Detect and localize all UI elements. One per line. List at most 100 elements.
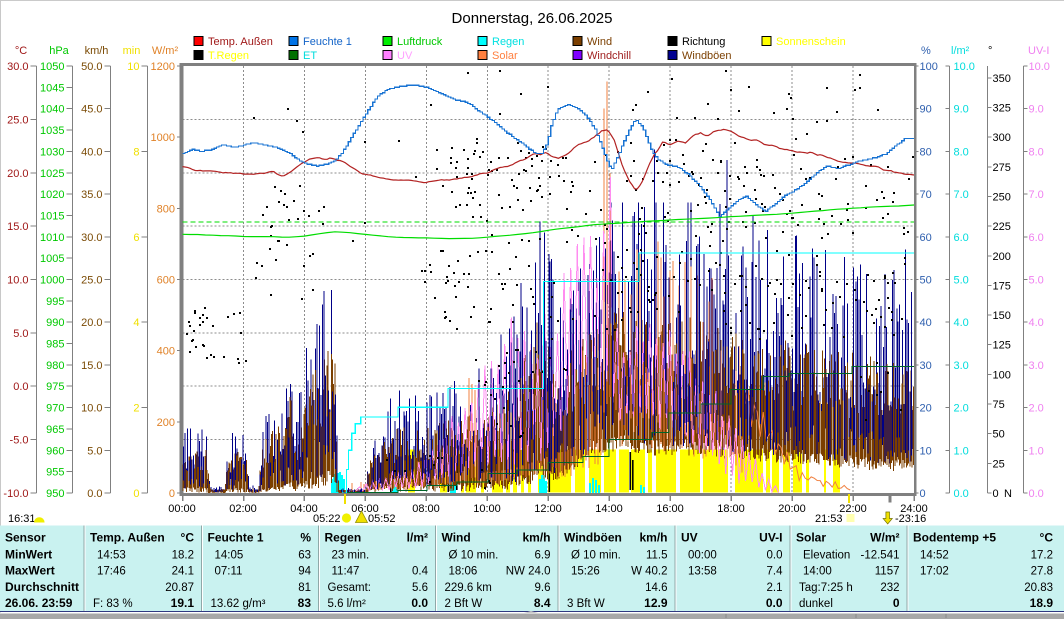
svg-text:-12.541: -12.541 xyxy=(860,550,899,562)
svg-text:960: 960 xyxy=(46,445,64,457)
svg-text:Solar: Solar xyxy=(492,50,518,62)
svg-text:UV: UV xyxy=(681,531,698,545)
svg-text:300: 300 xyxy=(993,132,1011,144)
svg-text:UV: UV xyxy=(397,50,413,62)
svg-text:27.8: 27.8 xyxy=(1031,566,1053,578)
svg-text:1010: 1010 xyxy=(40,232,64,244)
svg-text:km/h: km/h xyxy=(639,531,667,545)
svg-text:02:00: 02:00 xyxy=(229,503,257,515)
svg-text:17.2: 17.2 xyxy=(1031,550,1053,562)
svg-text:275: 275 xyxy=(993,162,1011,174)
svg-text:ET: ET xyxy=(303,50,317,62)
svg-text:Sonnenschein: Sonnenschein xyxy=(776,36,846,48)
svg-text:18.2: 18.2 xyxy=(172,550,194,562)
svg-text:11.5: 11.5 xyxy=(646,550,668,562)
svg-text:3 Bft W: 3 Bft W xyxy=(567,598,605,610)
svg-text:12.9: 12.9 xyxy=(644,596,668,610)
svg-text:800: 800 xyxy=(157,203,175,215)
svg-text:0.0: 0.0 xyxy=(1029,488,1044,500)
svg-text:980: 980 xyxy=(46,360,64,372)
svg-text:1000: 1000 xyxy=(40,275,64,287)
svg-text:1025: 1025 xyxy=(40,168,64,180)
svg-text:Donnerstag, 26.06.2025: Donnerstag, 26.06.2025 xyxy=(452,10,613,27)
svg-text:30.0: 30.0 xyxy=(81,232,102,244)
svg-text:Windchill: Windchill xyxy=(587,50,631,62)
svg-text:1157: 1157 xyxy=(875,566,900,578)
svg-text:995: 995 xyxy=(46,296,64,308)
svg-text:8: 8 xyxy=(133,146,139,158)
svg-text:4.0: 4.0 xyxy=(954,317,969,329)
svg-text:21:53: 21:53 xyxy=(815,513,843,525)
svg-text:km/h: km/h xyxy=(85,45,109,57)
svg-text:Ø 10 min.: Ø 10 min. xyxy=(571,550,621,562)
svg-text:975: 975 xyxy=(46,381,64,393)
svg-text:10: 10 xyxy=(920,445,932,457)
svg-text:45.0: 45.0 xyxy=(81,104,102,116)
svg-text:hPa: hPa xyxy=(49,45,69,57)
svg-text:350: 350 xyxy=(993,73,1011,85)
svg-text:50: 50 xyxy=(993,429,1005,441)
svg-text:Windböen: Windböen xyxy=(682,50,732,62)
svg-text:5.0: 5.0 xyxy=(13,328,28,340)
svg-text:Ø 10 min.: Ø 10 min. xyxy=(449,550,499,562)
svg-text:325: 325 xyxy=(993,103,1011,115)
svg-text:6: 6 xyxy=(133,232,139,244)
svg-text:83: 83 xyxy=(298,596,312,610)
svg-text:955: 955 xyxy=(46,467,64,479)
svg-text:232: 232 xyxy=(880,582,899,594)
svg-text:1030: 1030 xyxy=(40,146,64,158)
svg-text:0: 0 xyxy=(893,596,900,610)
svg-text:0: 0 xyxy=(169,488,175,500)
svg-text:25: 25 xyxy=(993,458,1005,470)
svg-text:10.0: 10.0 xyxy=(81,403,102,415)
svg-text:km/h: km/h xyxy=(522,531,550,545)
svg-text:50.0: 50.0 xyxy=(81,61,102,73)
svg-text:22:00: 22:00 xyxy=(839,503,867,515)
svg-text:Sensor: Sensor xyxy=(5,531,46,545)
svg-text:6.0: 6.0 xyxy=(954,232,969,244)
svg-text:225: 225 xyxy=(993,221,1011,233)
svg-text:24.1: 24.1 xyxy=(172,566,194,578)
svg-text:985: 985 xyxy=(46,339,64,351)
svg-text:80: 80 xyxy=(920,146,932,158)
svg-text:Richtung: Richtung xyxy=(682,36,725,48)
svg-text:Luftdruck: Luftdruck xyxy=(397,36,443,48)
svg-text:F: 83 %: F: 83 % xyxy=(93,598,133,610)
svg-text:18.9: 18.9 xyxy=(1030,596,1054,610)
svg-text:-23:16: -23:16 xyxy=(895,513,926,525)
svg-text:°: ° xyxy=(988,45,992,57)
svg-text:70: 70 xyxy=(920,189,932,201)
svg-text:Gesamt:: Gesamt: xyxy=(328,582,371,594)
svg-text:9.6: 9.6 xyxy=(535,582,551,594)
svg-text:14:53: 14:53 xyxy=(97,550,126,562)
svg-text:200: 200 xyxy=(993,251,1011,263)
svg-text:T.Regen: T.Regen xyxy=(208,50,249,62)
svg-text:1035: 1035 xyxy=(40,125,64,137)
svg-text:14:52: 14:52 xyxy=(920,550,949,562)
svg-text:0.4: 0.4 xyxy=(412,566,429,578)
svg-text:MinWert: MinWert xyxy=(5,548,52,562)
svg-text:°C: °C xyxy=(181,531,195,545)
svg-text:15.0: 15.0 xyxy=(81,360,102,372)
svg-text:%: % xyxy=(921,45,931,57)
svg-text:20.87: 20.87 xyxy=(165,582,194,594)
svg-text:1050: 1050 xyxy=(40,61,64,73)
svg-text:°C: °C xyxy=(1040,531,1054,545)
svg-text:229.6 km: 229.6 km xyxy=(445,582,492,594)
svg-text:Elevation: Elevation xyxy=(803,550,850,562)
svg-text:N: N xyxy=(1004,488,1012,500)
svg-text:-5.0: -5.0 xyxy=(10,435,29,447)
svg-text:Regen: Regen xyxy=(325,531,362,545)
svg-text:25.0: 25.0 xyxy=(7,114,28,126)
svg-text:100: 100 xyxy=(993,369,1011,381)
svg-text:5.6: 5.6 xyxy=(412,582,428,594)
svg-text:5.0: 5.0 xyxy=(1029,275,1044,287)
svg-text:7.4: 7.4 xyxy=(767,566,784,578)
svg-text:l/m²: l/m² xyxy=(951,45,970,57)
svg-text:Wind: Wind xyxy=(442,531,471,545)
svg-text:4: 4 xyxy=(133,317,139,329)
svg-text:min: min xyxy=(123,45,141,57)
svg-text:0.0: 0.0 xyxy=(954,488,969,500)
svg-text:20:00: 20:00 xyxy=(778,503,806,515)
svg-text:2 Bft W: 2 Bft W xyxy=(445,598,483,610)
